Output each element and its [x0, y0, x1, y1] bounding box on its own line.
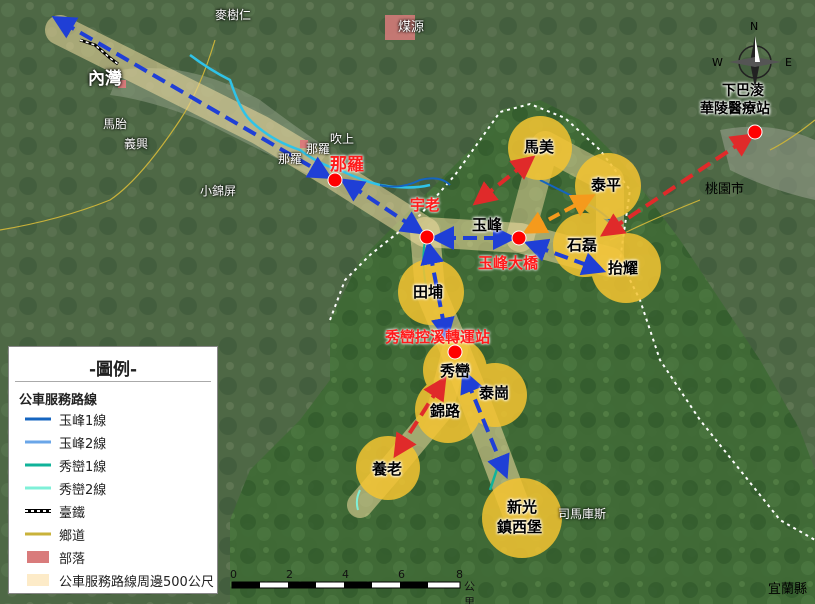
compass-w: W [712, 56, 723, 69]
compass-n: N [750, 20, 759, 33]
stop-label-xiabalin: 下巴淩 [722, 83, 764, 99]
legend-symbol [23, 527, 53, 541]
legend-symbol [23, 458, 53, 472]
compass-icon [729, 36, 781, 88]
scale-bar-graphic [231, 581, 461, 589]
arrow-hualing-shilei [600, 133, 755, 237]
legend-subtitle: 公車服務路線 [19, 393, 98, 408]
place-chuishang: 吹上 [330, 132, 355, 146]
legend-item: 臺鐵 [23, 501, 85, 521]
place-nalo-small: 那羅 [278, 152, 303, 166]
station-taiyao: 抬耀 [608, 259, 639, 277]
station-mamei: 馬美 [524, 138, 555, 156]
legend-label: 秀巒2線 [59, 482, 107, 498]
legend-label: 部落 [59, 551, 86, 567]
station-xiuluan: 秀巒 [440, 362, 471, 380]
legend-panel: -圖例- 公車服務路線 玉峰1線玉峰2線秀巒1線秀巒2線臺鐵鄉道部落公車服務路線… [8, 346, 218, 594]
station-zhenxipu: 鎮西堡 [497, 518, 543, 536]
place-simakusi: 司馬庫斯 [558, 507, 607, 521]
legend-symbol [23, 550, 53, 564]
station-xinguang: 新光 [507, 498, 538, 516]
stop-label-xiuluan-transfer: 秀巒控溪轉運站 [385, 328, 491, 346]
place-taoyuan-city: 桃園市 [705, 182, 745, 197]
legend-label: 玉峰1線 [59, 413, 107, 429]
arrow-yulao-mamei [472, 155, 536, 206]
legend-item: 秀巒2線 [23, 478, 106, 498]
arrow-yulao-xiuluan [420, 240, 455, 342]
place-meiyuan: 煤源 [398, 20, 425, 35]
legend-label: 臺鐵 [59, 505, 86, 521]
legend-symbol [23, 435, 53, 449]
station-taiping: 泰平 [591, 176, 622, 194]
legend-label: 鄉道 [59, 528, 86, 544]
legend-label: 玉峰2線 [59, 436, 107, 452]
station-yanglao: 養老 [372, 460, 403, 478]
stop-dot-hualing [747, 124, 763, 140]
station-jinlu: 錦路 [430, 402, 461, 420]
arrow-yufeng-taiping [522, 194, 596, 234]
arrow-xiuluan-xinguang [460, 368, 510, 480]
stop-label-nalo: 那羅 [330, 155, 364, 175]
place-yixing: 義興 [124, 137, 149, 151]
scale-bar: 0 2 4 6 8 公里 [230, 568, 480, 604]
scale-tick-0: 0 [230, 568, 237, 581]
legend-label: 秀巒1線 [59, 459, 107, 475]
scale-tick-6: 6 [398, 568, 405, 581]
place-shilei: 石磊 [567, 236, 598, 254]
compass-e: E [785, 56, 792, 69]
stop-dot-xiuluan [447, 344, 463, 360]
scale-tick-2: 2 [286, 568, 293, 581]
stop-label-yulao: 宇老 [410, 196, 441, 214]
place-yilan-county: 宜蘭縣 [768, 582, 808, 597]
stop-dot-nalo [327, 172, 343, 188]
legend-item: 秀巒1線 [23, 455, 106, 475]
legend-item: 玉峰2線 [23, 432, 106, 452]
place-nalo-small2: 那羅 [306, 142, 331, 156]
legend-item: 鄉道 [23, 524, 85, 544]
legend-symbol [23, 504, 53, 518]
legend-label: 公車服務路線周邊500公尺 [59, 574, 214, 590]
arrow-nalo-yulao [339, 178, 426, 235]
stop-label-hualing-clinic: 華陵醫療站 [700, 101, 770, 117]
stop-dot-yulao [419, 229, 435, 245]
arrow-neiwan-nalo [51, 15, 333, 180]
legend-item: 部落 [23, 547, 85, 567]
legend-symbol [23, 573, 53, 587]
legend-title: -圖例- [88, 360, 138, 380]
station-taigang: 泰崗 [479, 384, 510, 402]
place-xiaojinping: 小錦屏 [200, 184, 237, 198]
station-tianpu: 田埔 [413, 283, 444, 301]
scale-unit: 公里 [464, 580, 475, 604]
legend-divider [15, 381, 211, 382]
stop-label-yufeng-bridge: 玉峰大橋 [478, 254, 539, 272]
place-yufeng: 玉峰 [472, 216, 503, 234]
place-maishuren: 麥樹仁 [215, 8, 252, 22]
scale-tick-8: 8 [456, 568, 463, 581]
arrow-xiuluan-yanglao [393, 375, 447, 459]
arrow-yufeng-taiyao [523, 238, 607, 276]
scale-tick-4: 4 [342, 568, 349, 581]
place-neiwan: 內灣 [88, 69, 122, 89]
legend-item: 玉峰1線 [23, 409, 106, 429]
legend-symbol [23, 481, 53, 495]
legend-item: 公車服務路線周邊500公尺 [23, 570, 214, 590]
compass-rose: N E W [710, 20, 800, 92]
place-maiya: 馬胎 [103, 117, 128, 131]
stop-dot-yufeng-bridge [511, 230, 527, 246]
legend-symbol [23, 412, 53, 426]
